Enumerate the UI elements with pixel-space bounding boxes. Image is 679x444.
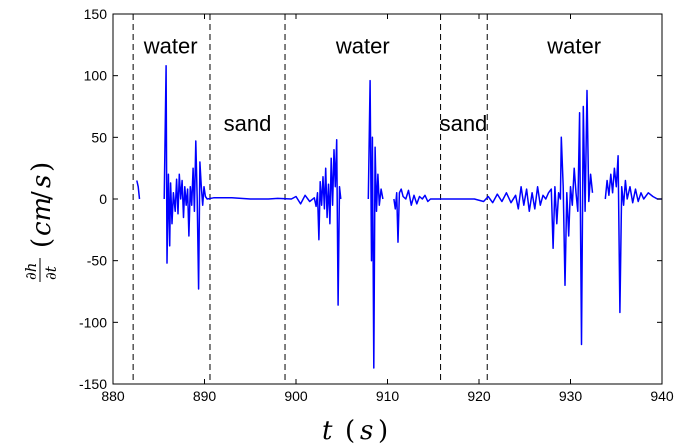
y-tick-label: 100 — [84, 68, 108, 84]
svg-text:s: s — [27, 175, 57, 188]
region-label-water: water — [546, 33, 601, 58]
svg-text:cm: cm — [27, 197, 57, 236]
region-label-sand: sand — [224, 111, 272, 136]
y-tick-label: 0 — [99, 191, 107, 207]
series-line-segment — [393, 89, 594, 346]
svg-text:∂t: ∂t — [42, 265, 60, 280]
x-tick-label: 900 — [284, 388, 308, 404]
x-axis-title: t ( s ) — [322, 416, 388, 444]
svg-text:∂h: ∂h — [22, 263, 40, 280]
x-tick-label: 890 — [193, 388, 217, 404]
series-line-segment — [604, 155, 662, 314]
y-tick-label: -50 — [87, 253, 107, 269]
svg-text:s: s — [360, 416, 373, 444]
y-tick-label: -150 — [79, 376, 107, 392]
svg-text:/: / — [27, 191, 57, 200]
y-tick-label: -100 — [79, 314, 107, 330]
axis-ticks: 880 890 900 910 920 930 940 -150 -100 -50 0 50 100 15… — [79, 6, 674, 404]
y-tick-label: 150 — [84, 6, 108, 22]
svg-text:): ) — [378, 416, 388, 444]
region-labels: water sand water sand water — [143, 33, 601, 136]
svg-text:t: t — [322, 416, 333, 444]
region-label-water: water — [143, 33, 198, 58]
x-tick-label: 910 — [376, 388, 400, 404]
series-line-segment — [136, 180, 141, 200]
svg-text:(: ( — [345, 416, 355, 444]
plot-area — [132, 14, 662, 384]
y-tick-label: 50 — [91, 129, 107, 145]
x-tick-label: 920 — [467, 388, 491, 404]
svg-text:): ) — [27, 162, 57, 172]
x-tick-label: 880 — [101, 388, 125, 404]
x-tick-label: 940 — [650, 388, 674, 404]
x-tick-label: 930 — [559, 388, 583, 404]
series-line-segment — [367, 79, 384, 369]
series-line-segment — [163, 65, 342, 306]
y-axis-title: ∂h ∂t ( cm / s ) — [22, 162, 60, 282]
region-label-sand: sand — [440, 111, 488, 136]
svg-text:(: ( — [27, 238, 57, 248]
region-label-water: water — [335, 33, 390, 58]
